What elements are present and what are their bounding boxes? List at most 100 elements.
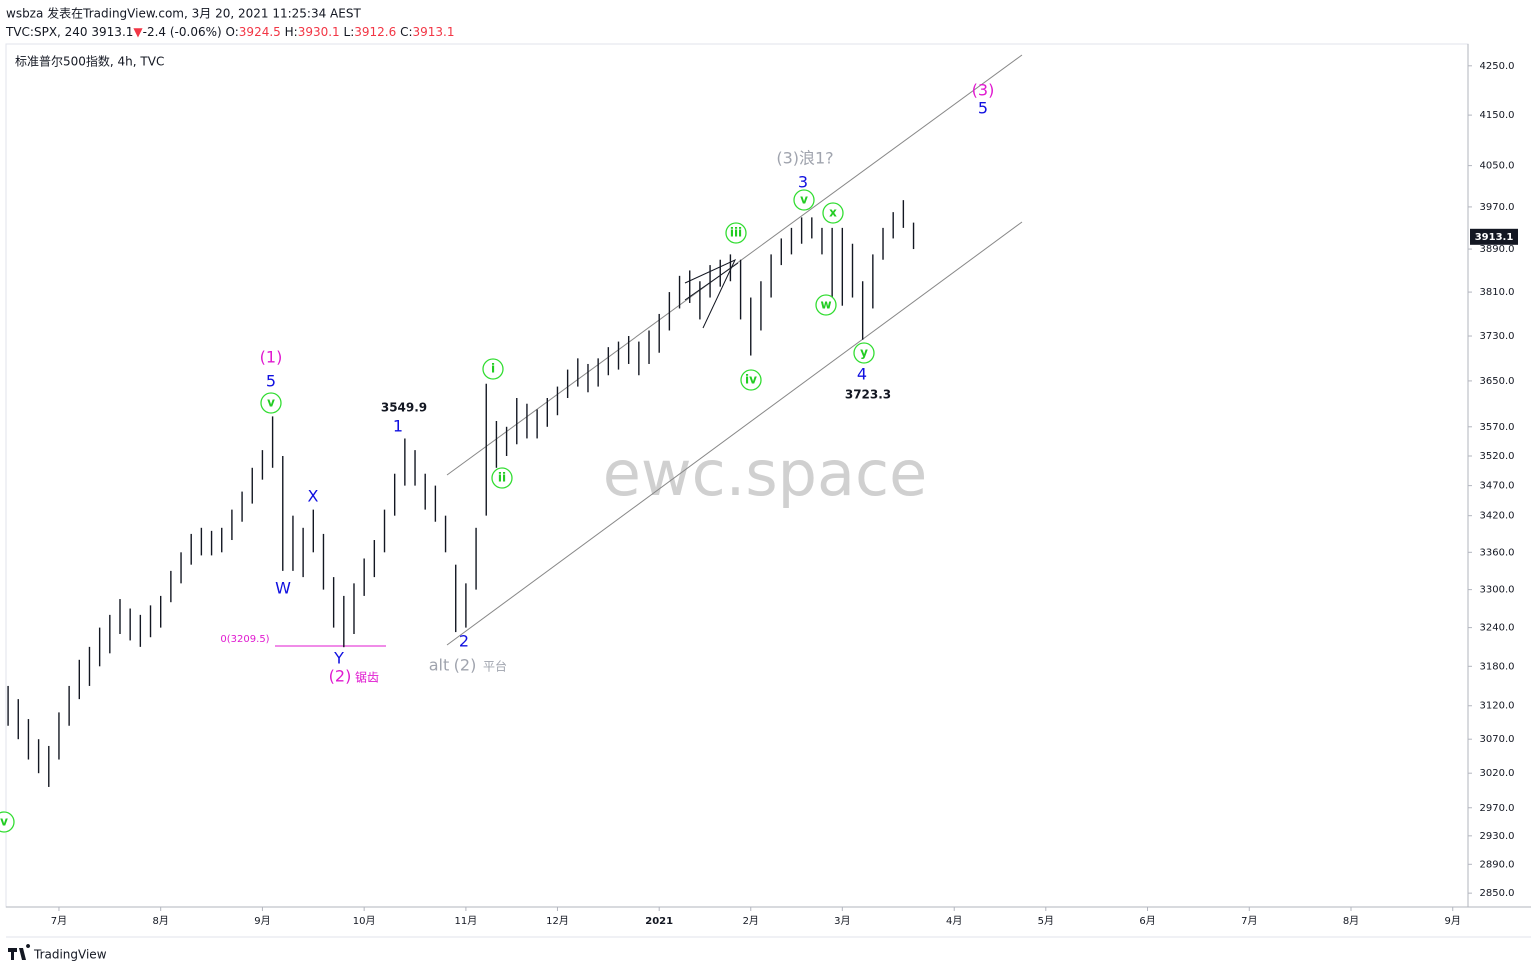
annotations: (1) 5 v X W 0(3209.5) Y (2) 锯齿 3549.9 1 … [0, 81, 994, 833]
footer-logo [8, 944, 31, 960]
price-note: 3549.9 [381, 401, 427, 415]
y-tick-label: 4250.0 [1480, 61, 1515, 72]
y-tick-label: 4150.0 [1480, 110, 1515, 121]
triangle [684, 262, 739, 301]
x-tick-label: 9月 [254, 915, 270, 927]
ohlc-key: H: [285, 25, 298, 39]
wave-label: alt [429, 656, 450, 675]
wave-circle [482, 358, 504, 380]
wave-circle [822, 202, 844, 224]
wave-circle [491, 467, 513, 489]
wave-label: W [275, 579, 291, 598]
x-tick-label: 7月 [51, 915, 67, 927]
wave-label: 1 [393, 417, 403, 436]
y-tick-label: 2970.0 [1480, 803, 1515, 814]
wave-circle [853, 342, 875, 364]
y-tick-label: 3420.0 [1480, 511, 1515, 522]
wave-label: i [491, 362, 495, 376]
ohlc-value: 3924.5 [239, 25, 281, 39]
ohlc-value: 3913.1 [413, 25, 455, 39]
wave-note: 锯齿 [355, 670, 379, 685]
y-tick-label: 3180.0 [1480, 661, 1515, 672]
wave-label: (1) [260, 348, 283, 367]
y-tick-label: 3020.0 [1480, 768, 1515, 779]
wave-label: (3)浪1? [776, 149, 833, 168]
symbol: TVC:SPX, 240 [5, 25, 88, 39]
instrument: 标准普尔500指数, 4h, TVC [15, 54, 164, 69]
quote-line: TVC:SPX, 240 3913.1▼-2.4 (-0.06%) O:3924… [5, 25, 455, 39]
author-line: wsbza 发表在TradingView.com, 3月 20, 2021 11… [6, 6, 361, 21]
wave-label: (2) [329, 667, 352, 686]
wave-label: v [267, 396, 275, 410]
wave-label: (3) [972, 81, 995, 100]
y-tick-label: 2850.0 [1480, 888, 1515, 899]
y-tick-label: 2890.0 [1480, 859, 1515, 870]
y-tick-label: 3890.0 [1480, 244, 1515, 255]
ohlc-key: C: [400, 25, 412, 39]
x-tick-label: 8月 [1343, 915, 1359, 927]
wave-label: 4 [857, 365, 867, 384]
wave-label: 3 [798, 173, 808, 192]
y-tick-label: 3650.0 [1480, 376, 1515, 387]
triangle [684, 258, 737, 329]
y-tick-label: 3240.0 [1480, 623, 1515, 634]
wave-label: Y [333, 649, 344, 668]
wave-circle [793, 189, 815, 211]
wave-circle [260, 392, 282, 414]
y-tick-label: 3810.0 [1480, 287, 1515, 298]
wave-label: iv [745, 373, 757, 387]
wave-label: iii [730, 226, 742, 240]
watermark: ewc.space [603, 437, 928, 510]
x-tick-label: 2月 [743, 915, 759, 927]
wave-label: 2 [459, 632, 469, 651]
price-note: 3723.3 [845, 388, 891, 402]
wave-circle [740, 369, 762, 391]
wave-label: y [860, 346, 868, 360]
axis-mask [1469, 0, 1531, 44]
arrow: ▼ [133, 25, 143, 39]
x-tick-label: 9月 [1445, 915, 1461, 927]
y-tick-label: 3300.0 [1480, 585, 1515, 596]
wave-circle [725, 222, 747, 244]
y-tick-label: 3070.0 [1480, 734, 1515, 745]
y-tick-label: 3520.0 [1480, 451, 1515, 462]
wave-label: w [820, 298, 831, 312]
y-tick-label: 2930.0 [1480, 831, 1515, 842]
y-tick-label: 3570.0 [1480, 422, 1515, 433]
last-price-tag [1470, 228, 1518, 245]
bars [7, 200, 915, 787]
ohlc-value: 3930.1 [298, 25, 340, 39]
ohlc-value: 3912.6 [354, 25, 396, 39]
fib-label: 0(3209.5) [220, 634, 269, 645]
price: 3913.1 [91, 25, 133, 39]
x-tick-label: 10月 [353, 915, 376, 927]
wave-label: ii [498, 471, 506, 485]
wave-circle [815, 294, 837, 316]
ohlc-key: L: [344, 25, 355, 39]
y-tick-label: 4050.0 [1480, 161, 1515, 172]
x-tick-label: 3月 [834, 915, 850, 927]
x-tick-label: 11月 [455, 915, 478, 927]
change: -2.4 (-0.06%) [143, 25, 222, 39]
wave-circle [0, 811, 15, 833]
x-tick-label: 12月 [546, 915, 569, 927]
x-tick-label: 6月 [1139, 915, 1155, 927]
last-price-label: 3913.1 [1475, 232, 1514, 243]
wave-label: 5 [266, 372, 276, 391]
wave-label: x [829, 206, 837, 220]
y-tick-label: 3730.0 [1480, 331, 1515, 342]
footer: TradingView [8, 944, 107, 962]
wave-label: v [800, 193, 808, 207]
x-tick-label: 4月 [946, 915, 962, 927]
wave-note: 平台 [483, 659, 507, 674]
y-tick-label: 3120.0 [1480, 701, 1515, 712]
x-tick-label: 2021 [645, 916, 673, 927]
y-tick-label: 3470.0 [1480, 481, 1515, 492]
y-tick-label: 3970.0 [1480, 202, 1515, 213]
footer-text: TradingView [33, 948, 107, 962]
wave-label: (2) [454, 656, 477, 675]
wave-label: v [0, 815, 8, 829]
wave-label: 5 [978, 99, 988, 118]
